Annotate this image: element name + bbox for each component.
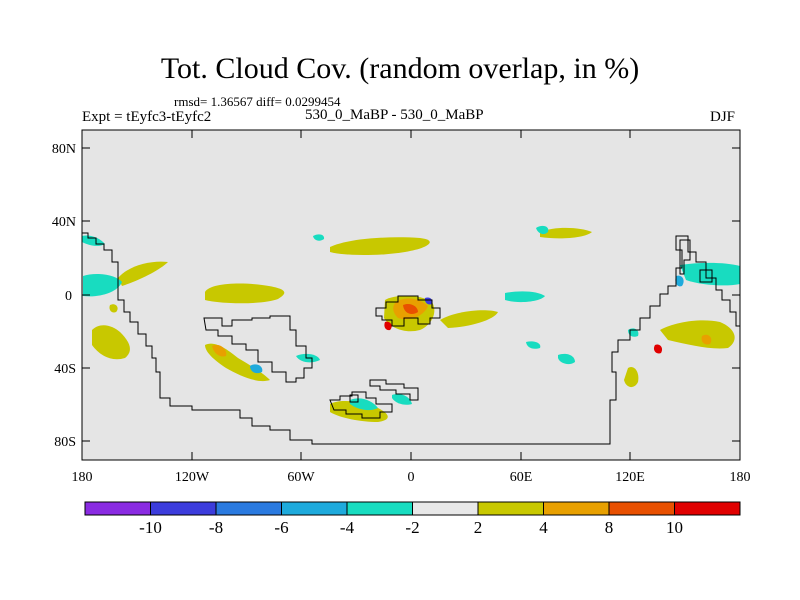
anomaly-patch <box>660 320 735 349</box>
y-tick-label: 40N <box>52 215 76 230</box>
x-tick-label: 180 <box>72 470 93 485</box>
colorbar-label: -10 <box>139 518 162 537</box>
anomaly-patch <box>540 227 592 239</box>
colorbar-label: 10 <box>666 518 683 537</box>
season-label: DJF <box>710 109 736 125</box>
anomaly-patch <box>330 237 430 255</box>
colorbar-swatch <box>477 501 544 516</box>
anomaly-patch <box>505 291 545 303</box>
coastline-east-island <box>679 239 691 275</box>
anomaly-patch <box>205 283 285 304</box>
x-tick-label: 60W <box>287 470 315 485</box>
y-tick-label: 40S <box>54 362 76 377</box>
colorbar-swatch <box>150 501 217 516</box>
anomaly-patch <box>653 344 663 354</box>
anomaly-patch <box>250 364 263 374</box>
colorbar-label: -2 <box>405 518 419 537</box>
x-tick-labels: 180 120W 60W 0 60E 120E 180 <box>72 470 751 485</box>
colorbar <box>84 501 741 516</box>
coastline-south-america <box>203 315 313 383</box>
anomaly-field <box>82 225 740 422</box>
map-background <box>82 130 740 460</box>
y-tick-label: 80S <box>54 435 76 450</box>
anomaly-patch <box>330 401 388 422</box>
anomaly-patch <box>384 321 392 331</box>
anomaly-patch <box>536 225 549 235</box>
anomaly-patch <box>83 274 122 297</box>
colorbar-labels: -10 -8 -6 -4 -2 2 4 8 10 <box>139 518 683 537</box>
coastline-antarctic-island <box>329 391 393 419</box>
anomaly-patch <box>109 304 118 313</box>
x-tick-label: 180 <box>730 470 751 485</box>
anomaly-patch <box>526 341 541 349</box>
coastline-island-3 <box>349 394 359 403</box>
colorbar-swatch <box>281 501 348 516</box>
colorbar-label: -6 <box>274 518 288 537</box>
experiment-label: Expt = tEyfc3-tEyfc2 <box>82 109 212 125</box>
coastline-se-island <box>699 269 713 283</box>
y-tick-label: 80N <box>52 142 76 157</box>
anomaly-patch <box>212 344 227 357</box>
y-tick-labels: 80N 40N 0 40S 80S <box>52 142 76 450</box>
x-tick-label: 120W <box>175 470 210 485</box>
coastline-africa <box>375 295 441 327</box>
colorbar-swatch <box>674 501 741 516</box>
colorbar-label: 2 <box>474 518 483 537</box>
anomaly-patch <box>701 334 712 345</box>
x-axis <box>81 130 741 460</box>
colorbar-swatch <box>215 501 282 516</box>
colorbar-label: -4 <box>340 518 355 537</box>
colorbar-swatch <box>84 501 151 516</box>
anomaly-patch <box>92 325 130 360</box>
x-tick-label: 0 <box>408 470 415 485</box>
anomaly-patch <box>680 262 740 286</box>
anomaly-patch <box>118 261 168 286</box>
anomaly-patch <box>313 234 325 241</box>
anomaly-patch <box>392 394 412 405</box>
coastline-americas <box>82 232 740 445</box>
map-title: Tot. Cloud Cov. (random overlap, in %) <box>160 52 640 85</box>
anomaly-patch <box>440 310 498 328</box>
colorbar-label: 4 <box>539 518 548 537</box>
anomaly-patch <box>558 353 575 365</box>
anomaly-patch <box>424 297 433 305</box>
case-label: 530_0_MaBP - 530_0_MaBP <box>305 107 484 123</box>
colorbar-swatch <box>412 501 479 516</box>
y-tick-label: 0 <box>65 289 72 304</box>
anomaly-patch <box>403 303 418 314</box>
anomaly-patch <box>675 275 684 287</box>
y-axis <box>82 147 740 442</box>
stats-text: rmsd= 1.36567 diff= 0.0299454 <box>174 94 341 109</box>
colorbar-swatch <box>543 501 610 516</box>
coastline-island-2 <box>369 379 419 401</box>
anomaly-patch <box>624 366 639 388</box>
colorbar-label: -8 <box>209 518 223 537</box>
colorbar-label: 8 <box>605 518 614 537</box>
coastlines <box>82 232 740 445</box>
colorbar-swatch <box>346 501 413 516</box>
anomaly-patch <box>350 398 378 411</box>
colorbar-swatch <box>608 501 675 516</box>
x-tick-label: 60E <box>510 470 533 485</box>
x-tick-label: 120E <box>615 470 645 485</box>
